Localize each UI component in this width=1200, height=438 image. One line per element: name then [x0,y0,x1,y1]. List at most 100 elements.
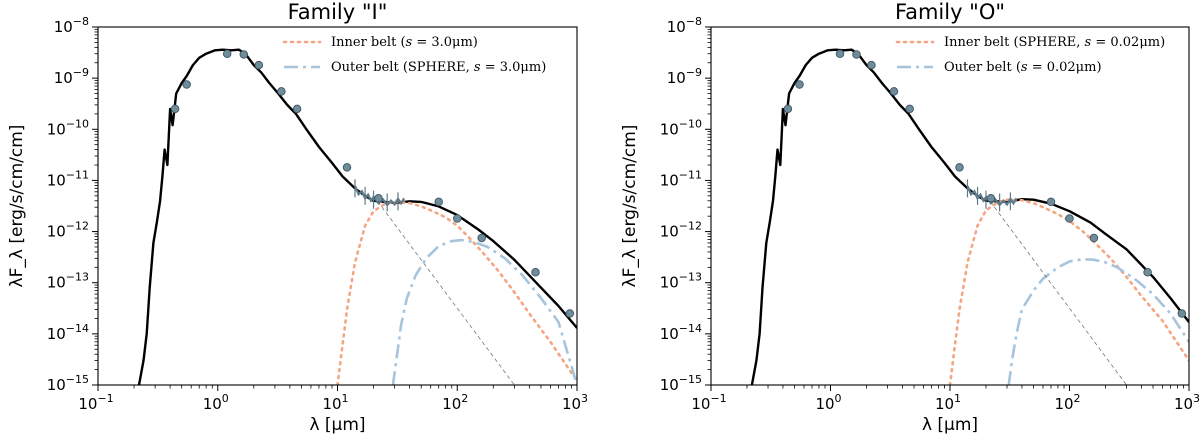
photometry-point [955,163,964,172]
y-tick-base: 10 [660,274,679,292]
x-tick-base: 10 [203,395,222,413]
x-tick-exponent: −1 [97,392,113,405]
y-tick-exponent: −14 [679,322,702,335]
x-tick-label: 103 [562,392,588,413]
y-tick-exponent: −12 [679,220,702,233]
x-tick-base: 10 [322,395,341,413]
photometry-point [292,104,302,114]
photometry-point [477,233,486,243]
y-tick-label: 10−9 [667,66,702,87]
y-tick-exponent: −10 [679,117,702,130]
photometry-point [434,197,443,207]
x-tick-label: 100 [815,392,841,413]
chart-title: Family "O" [895,0,1005,24]
x-tick-label: 103 [1174,392,1200,413]
y-tick-label: 10−11 [47,168,89,189]
legend-text: Inner belt (SPHERE, [944,35,1085,50]
x-tick-base: 10 [935,395,954,413]
photometry-point [453,214,462,223]
legend-variable: s [406,35,413,50]
photometry-point [1046,197,1056,207]
photometry-point [795,80,804,89]
x-tick-label: 10−1 [78,392,113,413]
y-tick-exponent: −15 [679,373,702,386]
y-tick-exponent: −13 [679,271,702,284]
plot-area [750,48,1189,385]
photometry-point [1065,214,1074,223]
photometry-point [783,104,793,114]
plot-area [137,48,577,385]
photometry-point [889,87,899,96]
photometry-point [905,104,914,114]
photometry-point [1177,309,1187,318]
x-axis-label: λ [μm] [309,415,365,435]
photometry-point [1143,268,1152,277]
x-tick-exponent: 3 [1193,392,1200,405]
plot-frame [97,26,578,386]
photometry-point [342,163,352,172]
y-tick-base: 10 [667,69,686,87]
spectrum-trace [966,185,1018,207]
x-tick-exponent: 2 [461,392,468,405]
x-tick-base: 10 [442,395,461,413]
x-tick-exponent: 1 [954,392,961,405]
y-tick-label: 10−12 [660,220,702,241]
legend-text: = 0.02μm) [1091,35,1165,50]
x-axis-label: λ [μm] [922,415,978,435]
series-stellar-photosphere-extrapolation [373,195,515,385]
panel-family-i: Family "I"10−1 100 101 102 10310−1510−1410−1… [7,0,588,435]
y-tick-exponent: −9 [73,66,89,79]
y-tick-label: 10−10 [47,117,89,138]
x-tick-base: 10 [562,395,581,413]
series-total-model [750,48,1189,385]
legend-label: Outer belt (SPHERE, s = 3.0μm) [331,60,546,75]
y-tick-label: 10−10 [660,117,702,138]
x-tick-exponent: 0 [222,392,229,405]
y-tick-exponent: −10 [66,117,89,130]
y-tick-label: 10−9 [54,66,89,87]
photometry-point [867,60,876,70]
x-tick-exponent: 3 [581,392,588,405]
y-tick-label: 10−15 [660,373,702,394]
y-tick-base: 10 [47,171,66,189]
legend-variable: s [474,60,481,75]
y-tick-base: 10 [47,325,66,343]
photometry-point [986,193,996,203]
y-axis-label: λF_λ [erg/s/cm/cm] [7,125,27,288]
legend-text: = 3.0μm) [412,35,478,50]
y-tick-label: 10−12 [47,220,89,241]
photometry-point [852,50,861,59]
x-tick-label: 10−1 [691,392,726,413]
legend-variable: s [1021,60,1028,75]
spectrum-trace [353,185,406,207]
photometry-point [531,268,540,277]
x-tick-base: 10 [1174,395,1193,413]
y-tick-label: 10−13 [660,271,702,292]
chart-title: Family "I" [288,0,388,24]
legend-label: Outer belt (s = 0.02μm) [944,60,1102,75]
legend-text: Outer belt (SPHERE, [331,60,474,75]
photometry-point [239,50,249,59]
photometry-point [277,87,286,96]
x-tick-exponent: −1 [710,392,726,405]
series-total-model [137,48,577,385]
photometry-point [1089,233,1099,243]
y-tick-base: 10 [660,376,679,394]
x-tick-label: 101 [322,392,348,413]
y-tick-exponent: −8 [73,15,89,28]
y-tick-base: 10 [660,120,679,138]
y-tick-base: 10 [660,171,679,189]
y-tick-label: 10−15 [47,373,89,394]
photometry-point [254,60,264,70]
y-tick-exponent: −9 [686,66,702,79]
x-tick-exponent: 1 [342,392,349,405]
x-tick-label: 100 [203,392,229,413]
y-tick-base: 10 [47,120,66,138]
y-tick-base: 10 [667,18,686,36]
y-tick-base: 10 [54,69,73,87]
y-tick-label: 10−8 [667,15,702,36]
series-inner-belt-s-3-0-m [336,200,577,385]
photometry-point [565,309,575,318]
y-tick-exponent: −8 [686,15,702,28]
